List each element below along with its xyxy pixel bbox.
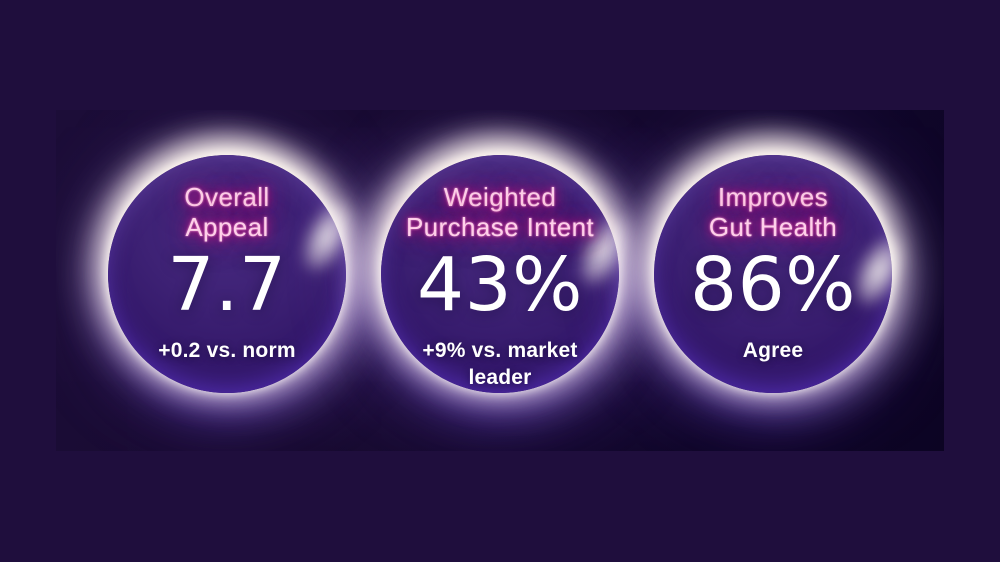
kpi-note: +0.2 vs. norm: [158, 339, 296, 362]
kpi-label-line: Gut Health: [708, 212, 838, 242]
kpi-value: 7.7: [167, 242, 287, 328]
rim-light-blob: [279, 178, 375, 296]
kpi-label: Weighted Purchase Intent: [406, 182, 594, 242]
kpi-label: Improves Gut Health: [709, 182, 837, 242]
kpi-cards-row: Overall Appeal 7.7 +0.2 vs. norm Weighte…: [56, 110, 944, 393]
kpi-label-line: Appeal: [185, 212, 269, 242]
kpi-card-overall-appeal: Overall Appeal 7.7 +0.2 vs. norm: [108, 155, 375, 393]
kpi-note: +9% vs. market leader: [422, 339, 578, 389]
kpi-label-line: Purchase Intent: [405, 212, 595, 242]
kpi-card-weighted-purchase-intent: Weighted Purchase Intent 43% +9% vs. mar…: [381, 155, 652, 393]
kpi-label-line: Weighted: [443, 182, 557, 212]
kpi-label-line: Improves: [717, 182, 829, 212]
kpi-card-improves-gut-health: Improves Gut Health 86% Agree: [654, 155, 927, 393]
kpi-value: 43%: [417, 242, 583, 328]
kpi-value: 86%: [690, 242, 856, 328]
kpi-panel: Overall Appeal 7.7 +0.2 vs. norm Weighte…: [56, 110, 944, 451]
kpi-note: Agree: [742, 339, 804, 362]
kpi-label-line: Overall: [184, 182, 270, 212]
kpi-label: Overall Appeal: [184, 182, 269, 242]
